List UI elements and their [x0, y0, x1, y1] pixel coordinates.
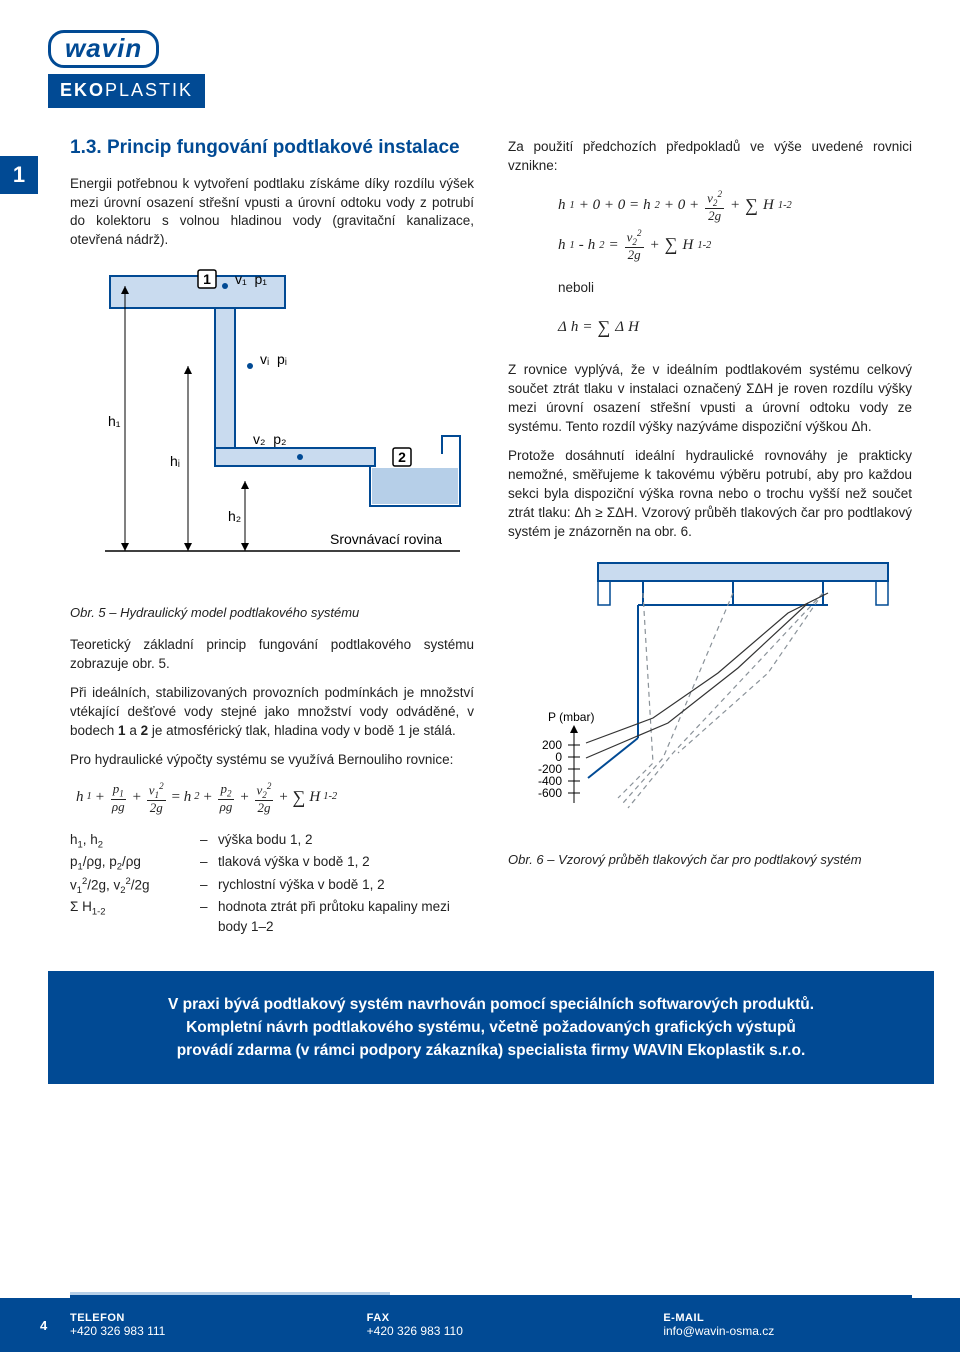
footer-mail: info@wavin-osma.cz	[663, 1324, 960, 1338]
left-column: 1.3. Princip fungování podtlakové instal…	[70, 136, 474, 937]
footer-mail-heading: E-MAIL	[663, 1312, 960, 1324]
ideal-paragraph: Při ideálních, stabilizovaných provozníc…	[70, 684, 474, 741]
footer-fax: +420 326 983 110	[367, 1324, 664, 1338]
fig5-hi: hᵢ	[170, 453, 180, 469]
page-footer: 4 TELEFON +420 326 983 111 FAX +420 326 …	[0, 1298, 960, 1352]
fig5-v2p2: v₂ p₂	[253, 431, 286, 447]
footer-tel-heading: TELEFON	[70, 1312, 367, 1324]
section-number-tag: 1	[0, 156, 38, 194]
protoze-paragraph: Protože dosáhnutí ideální hydraulické ro…	[508, 447, 912, 541]
logo-block: wavin EKOPLASTIK	[48, 30, 912, 108]
note-line-1: V praxi bývá podtlakový systém navrhován…	[98, 993, 884, 1016]
theory-paragraph: Teoretický základní princip fungování po…	[70, 636, 474, 674]
right-column: Za použití předchozích předpokladů ve vý…	[508, 136, 912, 937]
intro-paragraph: Energii potřebnou k vytvoření podtlaku z…	[70, 175, 474, 251]
footer-fax-heading: FAX	[367, 1312, 664, 1324]
predch-paragraph: Za použití předchozích předpokladů ve vý…	[508, 138, 912, 176]
note-box: V praxi bývá podtlakový systém navrhován…	[48, 971, 934, 1085]
neboli-label: neboli	[558, 279, 912, 298]
fig5-h2: h₂	[228, 508, 241, 524]
fig6-caption: Obr. 6 – Vzorový průběh tlakových čar pr…	[508, 851, 912, 869]
page-number: 4	[40, 1318, 70, 1333]
derived-equations: h1 + 0 + 0 = h2 + 0 + v222g + ∑ H1-2 h1 …	[558, 186, 912, 265]
deltah-equation: Δh = ∑ ΔH	[558, 308, 912, 348]
note-line-2: Kompletní návrh podtlakového systému, vč…	[98, 1016, 884, 1039]
fig6-p-label: P (mbar)	[548, 710, 594, 724]
variable-definitions: h1, h2–výška bodu 1, 2 p1/ρg, p2/ρg–tlak…	[70, 830, 474, 937]
note-line-3: provádí zdarma (v rámci podpory zákazník…	[98, 1039, 884, 1062]
svg-text:1: 1	[203, 271, 211, 287]
wavin-logo: wavin	[48, 30, 159, 68]
fig5-v1p1: v₁ p₁	[235, 271, 267, 287]
svg-text:-600: -600	[538, 786, 562, 800]
svg-text:2: 2	[398, 449, 406, 465]
figure-6: P (mbar) 200 0 -200 -400 -600	[508, 553, 912, 843]
page: wavin EKOPLASTIK 1 1.3. Princip fungován…	[0, 0, 960, 1352]
ekoplastik-badge: EKOPLASTIK	[48, 74, 205, 108]
footer-tel: +420 326 983 111	[70, 1324, 367, 1338]
fig5-datum-label: Srovnávací rovina	[330, 531, 442, 547]
fig5-h1: h₁	[108, 413, 121, 429]
zrovnice-paragraph: Z rovnice vyplývá, že v ideálním podtlak…	[508, 361, 912, 437]
fig5-caption: Obr. 5 – Hydraulický model podtlakového …	[70, 604, 474, 622]
fig5-vipi: vᵢ pᵢ	[260, 351, 287, 367]
wavin-text: wavin	[48, 30, 159, 68]
section-title: 1.3. Princip fungování podtlakové instal…	[70, 136, 474, 161]
bernoulli-intro: Pro hydraulické výpočty systému se využí…	[70, 751, 474, 770]
figure-5: 1 v₁ p₁ vᵢ pᵢ v₂ p₂	[70, 266, 474, 596]
bernoulli-equation: h1 + p1ρg + v122g = h2 + p2ρg + v222g + …	[76, 782, 474, 814]
content-area: 1.3. Princip fungování podtlakové instal…	[70, 136, 912, 1084]
